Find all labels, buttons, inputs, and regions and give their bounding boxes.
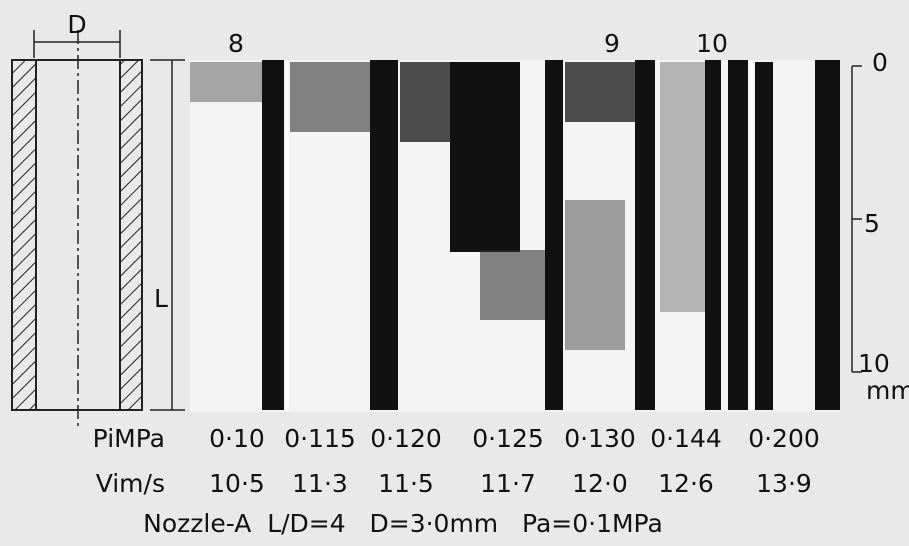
row-value: 0·115 (284, 424, 356, 453)
row-value: 11·5 (378, 469, 434, 498)
row-value: 0·144 (650, 424, 722, 453)
scale-tick: 0 (872, 48, 888, 77)
row-value: 0·10 (209, 424, 265, 453)
scale-unit: mm (866, 376, 909, 405)
scale-tick: 10 (858, 349, 890, 378)
data-rows: PiMPa 0·10 0·115 0·120 0·125 0·130 0·144 0·200 V… (93, 424, 820, 498)
photo-label: 10 (696, 29, 728, 58)
row-label: Vim/s (96, 469, 165, 498)
photographs (190, 60, 840, 412)
scale-tick: 5 (864, 209, 880, 238)
row-value: 0·120 (370, 424, 442, 453)
row-value: 11·7 (480, 469, 536, 498)
width-label: D (67, 10, 86, 39)
row-value: 13·9 (756, 469, 812, 498)
length-label: L (154, 284, 168, 313)
row-value: 12·6 (658, 469, 714, 498)
row-value: 0·125 (472, 424, 544, 453)
row-value: 0·130 (564, 424, 636, 453)
row-value: 10·5 (209, 469, 265, 498)
row-value: 0·200 (748, 424, 820, 453)
row-label: PiMPa (93, 424, 165, 453)
row-value: 11·3 (292, 469, 348, 498)
photo-label: 8 (228, 29, 244, 58)
scale-bar (851, 65, 862, 373)
row-value: 12·0 (572, 469, 628, 498)
caption: Nozzle-A L/D=4 D=3·0mm Pa=0·1MPa (143, 509, 663, 538)
nozzle-drawing (11, 30, 185, 430)
photo-label: 9 (604, 29, 620, 58)
